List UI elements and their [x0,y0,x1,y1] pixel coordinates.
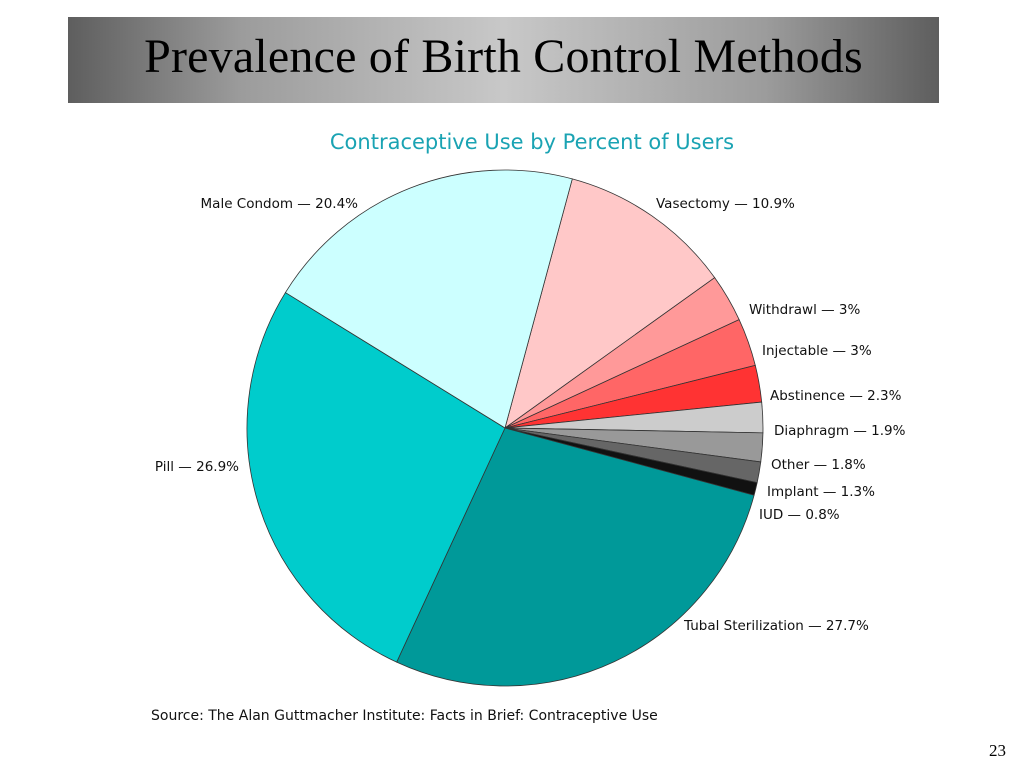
slide-title: Prevalence of Birth Control Methods [144,29,863,83]
slice-label-iud: IUD — 0.8% [759,507,840,523]
slice-label-tubal-sterilization: Tubal Sterilization — 27.7% [683,618,869,634]
slice-label-other: Other — 1.8% [771,457,866,473]
slice-label-injectable: Injectable — 3% [762,343,872,359]
slide-title-bar: Prevalence of Birth Control Methods [68,17,939,103]
slice-label-abstinence: Abstinence — 2.3% [770,388,902,404]
chart-title: Contraceptive Use by Percent of Users [329,130,735,154]
page-number: 23 [989,741,1006,760]
slice-label-implant: Implant — 1.3% [767,484,875,500]
pie-slice-tubal-sterilization [396,427,755,687]
source-note: Source: The Alan Guttmacher Institute: F… [151,708,658,724]
pie-slice-male-condom [284,169,573,429]
slice-label-pill: Pill — 26.9% [155,459,239,475]
slice-label-withdrawl: Withdrawl — 3% [749,302,861,318]
slice-label-diaphragm: Diaphragm — 1.9% [774,423,906,439]
slice-label-male-condom: Male Condom — 20.4% [201,196,359,212]
pie-slice-vasectomy [504,178,716,429]
pie-slice-pill [246,291,506,663]
slice-label-vasectomy: Vasectomy — 10.9% [656,196,795,212]
